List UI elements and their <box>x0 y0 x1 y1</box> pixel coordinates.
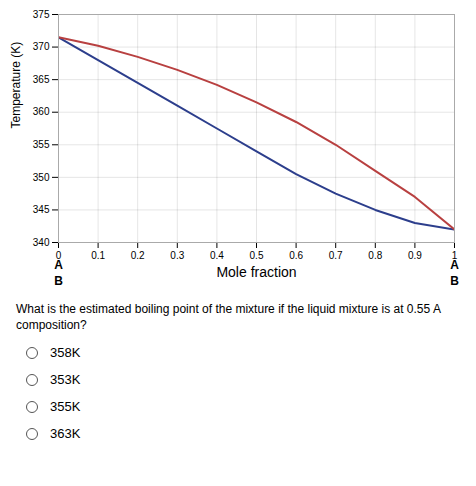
svg-text:360: 360 <box>33 106 50 117</box>
svg-text:0.9: 0.9 <box>408 250 422 261</box>
svg-text:350: 350 <box>33 172 50 183</box>
html-text:353K: 353K <box>50 372 81 388</box>
html-text:355K: 355K <box>50 399 81 415</box>
svg-text:0.1: 0.1 <box>91 250 105 261</box>
svg-text:0.5: 0.5 <box>250 250 264 261</box>
svg-text:B: B <box>54 274 63 288</box>
svg-text:Mole fraction: Mole fraction <box>216 264 296 280</box>
svg-text:0.4: 0.4 <box>210 250 224 261</box>
svg-text:0.7: 0.7 <box>329 250 343 261</box>
svg-text:1: 1 <box>451 249 458 261</box>
svg-text:0.2: 0.2 <box>131 250 145 261</box>
html-text:363K: 363K <box>50 426 81 442</box>
svg-text:Temperature (K): Temperature (K) <box>9 42 23 129</box>
html-text:358K: 358K <box>50 345 81 361</box>
svg-text:365: 365 <box>33 74 50 85</box>
svg-text:345: 345 <box>33 204 50 215</box>
svg-text:A: A <box>450 258 459 272</box>
svg-text:370: 370 <box>33 41 50 52</box>
svg-text:0.8: 0.8 <box>368 250 382 261</box>
svg-text:375: 375 <box>33 9 50 20</box>
svg-text:0.3: 0.3 <box>170 250 184 261</box>
html-text:What is the estimated boiling: What is the estimated boiling point of t… <box>16 302 441 332</box>
svg-text:B: B <box>450 274 459 288</box>
svg-text:A: A <box>54 258 63 272</box>
svg-text:0: 0 <box>55 249 62 261</box>
svg-text:0.6: 0.6 <box>289 250 303 261</box>
svg-text:340: 340 <box>33 237 50 248</box>
svg-text:355: 355 <box>33 139 50 150</box>
